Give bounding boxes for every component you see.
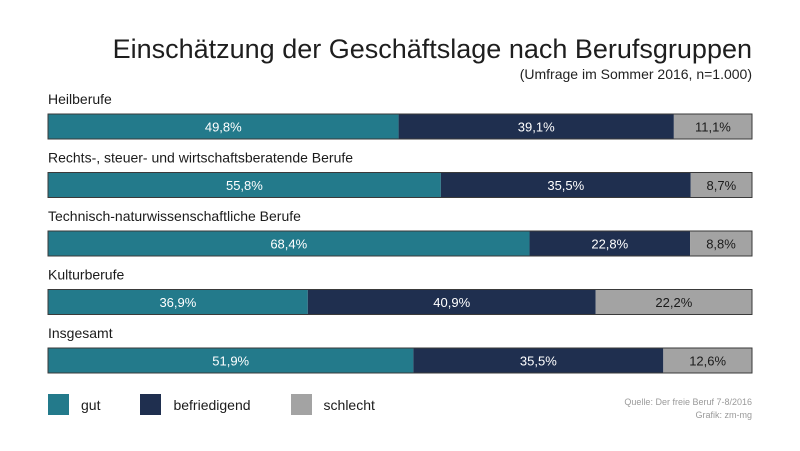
- category-label-kulturberufe: Kulturberufe: [48, 267, 124, 283]
- bar-outline-kulturberufe: [47, 289, 753, 315]
- value-label-heilberufe-gut: 49,8%: [205, 120, 242, 135]
- legend-swatch-schlecht: [290, 394, 312, 415]
- value-label-rechts-steuer-und-wirtschaftsberatende-berufe-gut: 55,8%: [226, 178, 263, 193]
- category-label-heilberufe: Heilberufe: [48, 91, 112, 107]
- bar-kulturberufe-befriedigend: [307, 289, 596, 315]
- bar-kulturberufe-gut: [48, 289, 308, 315]
- value-label-insgesamt-befriedigend: 35,5%: [520, 354, 557, 369]
- category-label-rechts-steuer-und-wirtschaftsberatende-berufe: Rechts-, steuer- und wirtschaftsberatend…: [48, 150, 353, 166]
- category-label-technisch-naturwissenschaftliche-berufe: Technisch-naturwissenschaftliche Berufe: [48, 208, 301, 224]
- bar-outline-heilberufe: [47, 113, 753, 140]
- legend-swatch-befriedigend: [140, 394, 162, 415]
- value-label-rechts-steuer-und-wirtschaftsberatende-berufe-schlecht: 8,7%: [707, 178, 737, 193]
- value-label-heilberufe-schlecht: 11,1%: [695, 120, 731, 135]
- bar-insgesamt-schlecht: [663, 348, 752, 373]
- bar-kulturberufe-schlecht: [595, 289, 752, 315]
- bar-technisch-naturwissenschaftliche-berufe-schlecht: [690, 231, 752, 256]
- chart-title: Einschätzung der Geschäftslage nach Beru…: [112, 34, 752, 64]
- category-label-insgesamt: Insgesamt: [48, 325, 113, 341]
- value-label-rechts-steuer-und-wirtschaftsberatende-berufe-befriedigend: 35,5%: [547, 178, 584, 193]
- bar-insgesamt-gut: [48, 348, 414, 373]
- value-label-technisch-naturwissenschaftliche-berufe-schlecht: 8,8%: [706, 237, 736, 252]
- chart-subtitle: (Umfrage im Sommer 2016, n=1.000): [519, 66, 752, 82]
- bar-rechts-steuer-und-wirtschaftsberatende-berufe-gut: [48, 172, 441, 198]
- bar-outline-rechts-steuer-und-wirtschaftsberatende-berufe: [47, 172, 753, 198]
- value-label-kulturberufe-schlecht: 22,2%: [655, 295, 692, 310]
- bar-heilberufe-befriedigend: [398, 114, 674, 139]
- value-label-kulturberufe-befriedigend: 40,9%: [433, 295, 470, 310]
- bar-rechts-steuer-und-wirtschaftsberatende-berufe-schlecht: [690, 172, 752, 198]
- legend-item-gut: gut: [48, 394, 100, 415]
- bar-outline-insgesamt: [47, 347, 753, 374]
- bar-heilberufe-schlecht: [673, 114, 752, 139]
- value-label-insgesamt-schlecht: 12,6%: [689, 354, 726, 369]
- legend-swatch-gut: [48, 394, 69, 415]
- value-label-insgesamt-gut: 51,9%: [212, 354, 249, 369]
- bar-outline-technisch-naturwissenschaftliche-berufe: [47, 230, 753, 257]
- value-label-kulturberufe-gut: 36,9%: [159, 295, 196, 310]
- bar-technisch-naturwissenschaftliche-berufe-befriedigend: [529, 231, 691, 256]
- graphic-credit: Grafik: zm-mg: [695, 410, 752, 420]
- source-line: Quelle: Der freie Beruf 7-8/2016: [624, 397, 752, 407]
- value-label-technisch-naturwissenschaftliche-berufe-befriedigend: 22,8%: [591, 237, 628, 252]
- value-label-technisch-naturwissenschaftliche-berufe-gut: 68,4%: [270, 237, 307, 252]
- legend-item-schlecht: schlecht: [290, 394, 375, 415]
- legend-label-schlecht: schlecht: [323, 396, 375, 413]
- value-label-heilberufe-befriedigend: 39,1%: [518, 120, 555, 135]
- source-note: Quelle: Der freie Beruf 7-8/2016 Grafik:…: [624, 396, 752, 422]
- bar-heilberufe-gut: [48, 114, 399, 139]
- legend-item-befriedigend: befriedigend: [140, 394, 251, 415]
- bar-technisch-naturwissenschaftliche-berufe-gut: [48, 231, 530, 256]
- legend-label-gut: gut: [81, 396, 101, 413]
- bar-insgesamt-befriedigend: [413, 348, 664, 373]
- chart-legend: gut befriedigend schlecht: [48, 394, 415, 415]
- legend-label-befriedigend: befriedigend: [173, 396, 251, 413]
- bar-rechts-steuer-und-wirtschaftsberatende-berufe-befriedigend: [440, 172, 691, 198]
